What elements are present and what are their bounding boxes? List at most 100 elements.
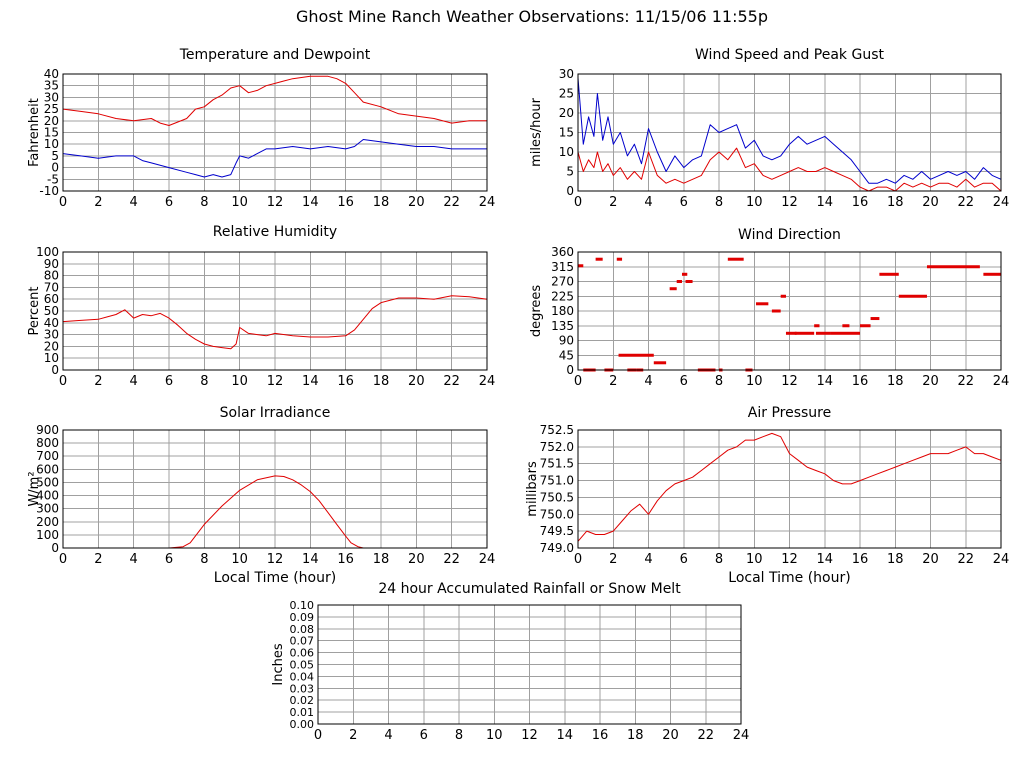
direction-point <box>898 294 927 298</box>
y-tick-label: 30 <box>44 90 59 104</box>
direction-point <box>653 361 667 365</box>
x-tick-label: 12 <box>781 374 798 389</box>
solar-chart: 0 2 4 6 8 10 12 14 16 18 20 22 240100200300400500600… <box>27 405 495 586</box>
direction-point <box>860 324 871 328</box>
direction-point <box>771 309 781 313</box>
direction-point <box>780 294 786 298</box>
x-tick-label: 2 <box>609 552 617 567</box>
y-tick-label: 15 <box>44 126 59 140</box>
x-tick-label: 4 <box>644 195 652 210</box>
y-axis-label: Percent <box>27 287 42 336</box>
temperature-plot-frame <box>62 73 488 192</box>
chart-title: Temperature and Dewpoint <box>179 47 371 63</box>
x-tick-label: 10 <box>231 195 248 210</box>
y-tick-label: 270 <box>551 275 574 289</box>
y-tick-label: 752.0 <box>540 440 574 454</box>
x-tick-label: 10 <box>746 552 763 567</box>
y-tick-label: 0 <box>566 184 574 198</box>
y-tick-label: 90 <box>44 257 59 271</box>
y-tick-label: 5 <box>51 149 59 163</box>
direction-point <box>879 272 899 276</box>
x-tick-label: 6 <box>680 195 688 210</box>
x-tick-label: 22 <box>697 728 714 743</box>
y-tick-label: 80 <box>44 269 59 283</box>
humidity-plot-frame <box>62 251 488 371</box>
y-tick-label: 751.5 <box>540 457 574 471</box>
x-tick-label: 18 <box>887 195 904 210</box>
direction-point <box>756 302 769 306</box>
x-tick-label: 24 <box>479 195 496 210</box>
y-tick-label: 135 <box>551 319 574 333</box>
pressure-series-line-0 <box>577 432 1002 542</box>
rainfall-chart: 0 2 4 6 8 10 12 14 16 18 20 22 240.000.010.020.030.0… <box>271 581 749 743</box>
x-tick-label: 10 <box>231 552 248 567</box>
x-tick-label: 8 <box>715 552 723 567</box>
y-tick-label: -10 <box>39 184 59 198</box>
x-tick-label: 20 <box>408 374 425 389</box>
direction-point <box>815 331 831 335</box>
x-tick-label: 20 <box>922 195 939 210</box>
x-tick-label: 4 <box>384 728 392 743</box>
pressure-chart: 0 2 4 6 8 10 12 14 16 18 20 22 24749.0749.5750.0750.… <box>525 405 1009 586</box>
y-tick-label: 0.00 <box>290 718 315 731</box>
x-tick-label: 24 <box>993 374 1010 389</box>
y-tick-label: 750.0 <box>540 507 574 521</box>
x-tick-label: 16 <box>337 552 354 567</box>
wind-direction-chart: 0 2 4 6 8 10 12 14 16 18 20 22 240459013518022527031… <box>529 227 1009 389</box>
x-tick-label: 10 <box>746 374 763 389</box>
y-tick-label: 0 <box>51 363 59 377</box>
direction-point <box>618 353 654 357</box>
page-title: Ghost Mine Ranch Weather Observations: 1… <box>296 7 768 26</box>
x-tick-label: 20 <box>922 552 939 567</box>
x-tick-label: 16 <box>852 195 869 210</box>
x-tick-label: 0 <box>59 374 67 389</box>
y-tick-label: 10 <box>44 137 59 151</box>
chart-title: 24 hour Accumulated Rainfall or Snow Mel… <box>378 581 681 597</box>
y-axis-label: degrees <box>529 285 544 338</box>
y-tick-label: 50 <box>44 304 59 318</box>
x-tick-label: 16 <box>592 728 609 743</box>
x-tick-label: 22 <box>957 374 974 389</box>
x-tick-label: 12 <box>267 552 284 567</box>
y-tick-label: 20 <box>44 339 59 353</box>
y-tick-label: 60 <box>44 292 59 306</box>
y-tick-label: 0.08 <box>290 623 315 636</box>
chart-title: Wind Direction <box>738 227 841 243</box>
y-tick-label: 0.02 <box>290 694 315 707</box>
direction-point <box>983 272 1001 276</box>
y-axis-label: millibars <box>525 461 540 517</box>
direction-point <box>676 280 682 283</box>
x-tick-label: 8 <box>200 374 208 389</box>
y-tick-label: 751.0 <box>540 474 574 488</box>
x-tick-label: 6 <box>165 195 173 210</box>
chart-title: Wind Speed and Peak Gust <box>695 47 884 63</box>
y-tick-label: 70 <box>44 280 59 294</box>
y-tick-label: 20 <box>44 114 59 128</box>
y-tick-label: 20 <box>559 106 574 120</box>
direction-point <box>616 257 623 261</box>
x-tick-label: 2 <box>94 552 102 567</box>
y-tick-label: 180 <box>551 304 574 318</box>
y-tick-label: 0.05 <box>290 659 315 672</box>
x-tick-label: 10 <box>231 374 248 389</box>
x-tick-label: 16 <box>852 374 869 389</box>
direction-point <box>685 280 693 283</box>
x-tick-label: 14 <box>816 374 833 389</box>
y-tick-label: 600 <box>36 462 59 476</box>
x-tick-label: 6 <box>165 552 173 567</box>
x-tick-label: 18 <box>887 374 904 389</box>
x-tick-label: 12 <box>781 195 798 210</box>
y-tick-label: 315 <box>551 260 574 274</box>
pressure-plot-frame <box>577 429 1002 549</box>
x-tick-label: 8 <box>715 374 723 389</box>
y-axis-label: W/m² <box>27 471 42 506</box>
x-tick-label: 22 <box>443 552 460 567</box>
chart-title: Relative Humidity <box>213 224 337 240</box>
y-tick-label: 30 <box>44 328 59 342</box>
x-axis-label: Local Time (hour) <box>728 570 850 586</box>
direction-point <box>814 324 820 328</box>
x-tick-label: 20 <box>662 728 679 743</box>
x-tick-label: 24 <box>993 552 1010 567</box>
